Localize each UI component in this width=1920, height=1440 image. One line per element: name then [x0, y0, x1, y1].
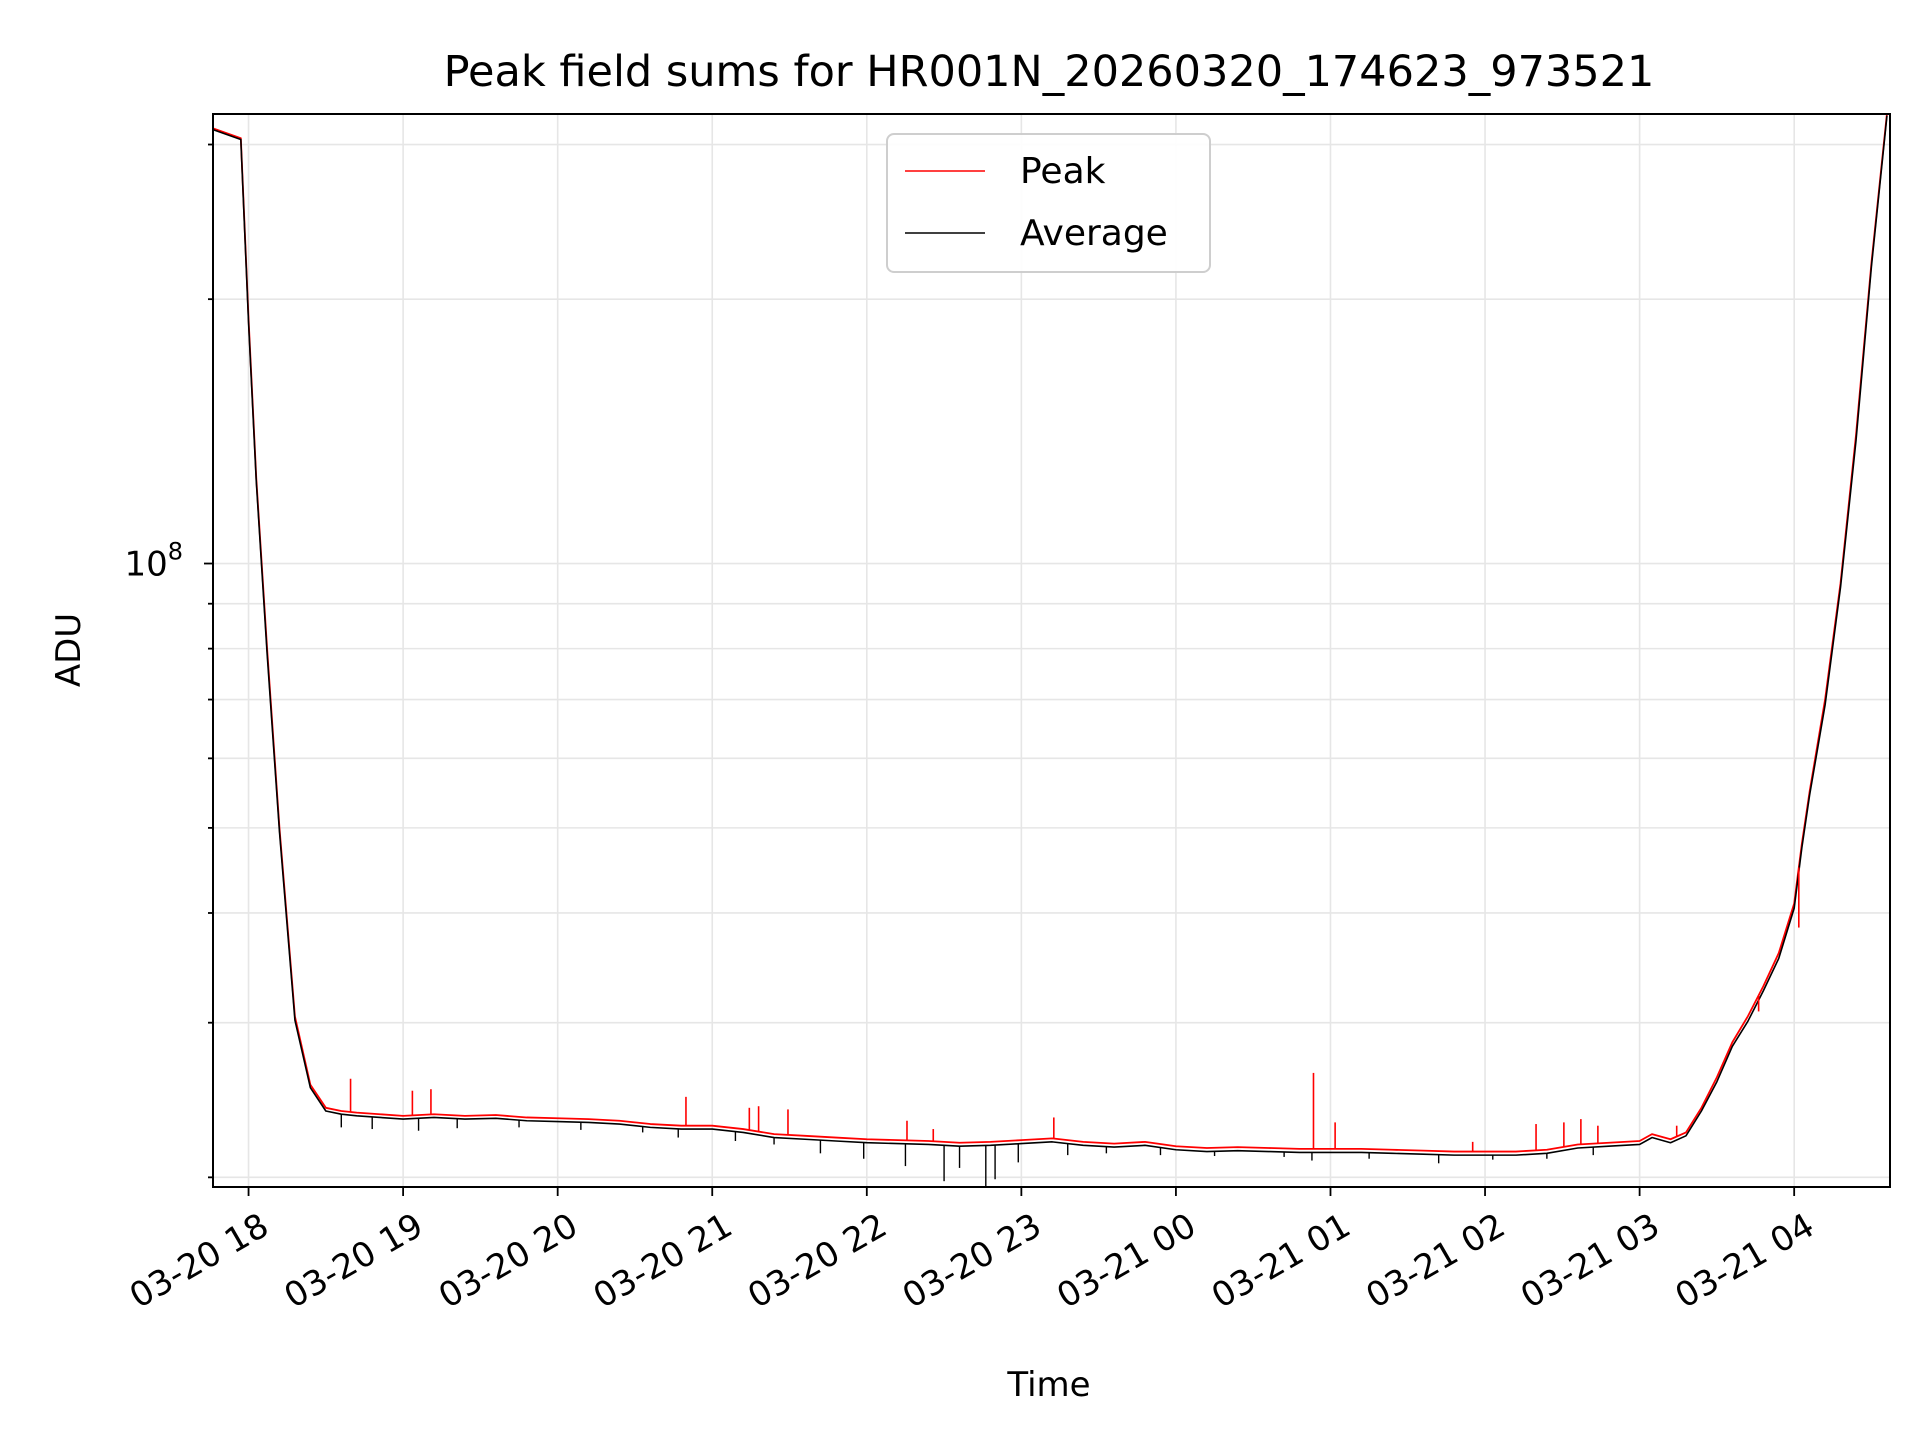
- grid: [213, 114, 1890, 1187]
- series-line-peak: [212, 113, 1888, 1153]
- x-axis-label: Time: [1006, 1365, 1090, 1405]
- series-layer: [212, 113, 1888, 1187]
- plot-area-frame: [212, 113, 1891, 1188]
- legend-label-average: Average: [1020, 213, 1168, 254]
- y-axis-label: ADU: [49, 613, 89, 687]
- legend-box: [886, 133, 1211, 273]
- chart-title: Peak field sums for HR001N_20260320_1746…: [444, 47, 1655, 97]
- legend-label-peak: Peak: [1020, 151, 1106, 192]
- y-tick-label: 108: [124, 538, 183, 585]
- series-line-average: [212, 115, 1888, 1156]
- legend: Peak Average: [886, 133, 1211, 273]
